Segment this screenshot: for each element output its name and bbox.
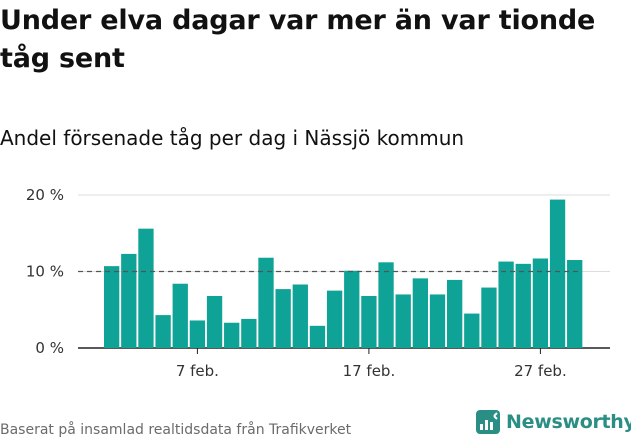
newsworthy-chart-icon [476,410,500,434]
bar [241,318,257,348]
bar [189,320,206,348]
bar [344,270,360,349]
bar [412,278,428,348]
chart-subtitle: Andel försenade tåg per dag i Nässjö kom… [0,126,465,150]
bar [121,253,137,348]
bar [275,289,291,349]
bar [567,260,583,348]
bar [498,261,514,349]
bar-chart: 0 % 10 % 20 % 7 feb. 17 feb. 27 feb. [26,186,610,380]
bar [378,262,394,348]
bar [224,322,240,348]
bar [206,295,223,348]
y-axis-ticks: 0 % 10 % 20 % [26,186,64,357]
bar [515,263,531,348]
bar [172,283,188,348]
x-axis-ticks: 7 feb. 17 feb. 27 feb. [176,348,567,380]
bar [155,315,171,349]
bar [292,284,308,348]
x-tick-label: 7 feb. [176,362,219,380]
bars [104,199,583,349]
bar [309,325,326,348]
chart-title: Under elva dagar var mer än var tionde t… [0,5,596,74]
y-tick-label: 0 % [35,339,64,357]
source-note: Baserat på insamlad realtidsdata från Tr… [0,422,352,438]
bar [464,313,480,348]
bar [326,290,343,349]
brand-name: Newsworthy [506,411,631,433]
bar [532,258,549,348]
y-tick-label: 10 % [26,263,64,281]
newsworthy-logo: Newsworthy [476,409,631,435]
x-tick-label: 27 feb. [514,362,567,380]
y-tick-label: 20 % [26,186,64,204]
bar [104,266,120,348]
x-tick-label: 17 feb. [343,362,396,380]
bar [447,279,463,348]
bar [258,257,274,348]
bar [395,294,411,348]
bar [429,294,446,348]
bar [549,199,566,348]
bar [138,228,154,348]
bar [361,295,377,348]
bar [481,287,497,348]
